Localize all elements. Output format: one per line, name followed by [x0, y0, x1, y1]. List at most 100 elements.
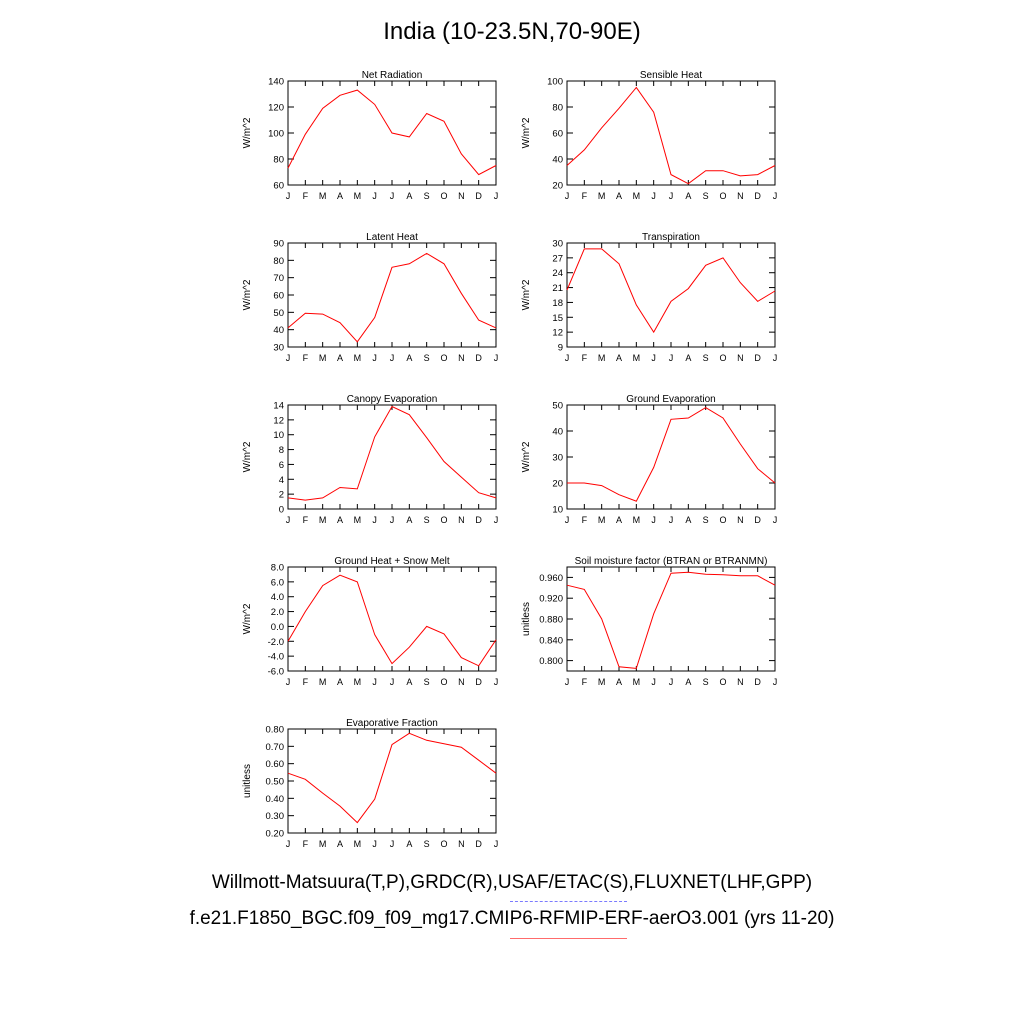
x-tick-label: A [406, 353, 412, 363]
x-tick-label: A [337, 677, 343, 687]
y-tick-label: 60 [273, 181, 284, 192]
x-tick-label: J [390, 839, 395, 849]
x-tick-label: M [633, 677, 641, 687]
x-tick-label: O [440, 353, 447, 363]
x-tick-label: J [286, 515, 291, 525]
x-tick-label: J [773, 515, 778, 525]
x-tick-label: N [737, 353, 744, 363]
x-tick-label: M [319, 677, 327, 687]
x-tick-label: J [286, 677, 291, 687]
x-tick-label: M [598, 677, 606, 687]
y-tick-label: 0.20 [266, 829, 285, 840]
x-tick-label: S [703, 191, 709, 201]
y-tick-label: 40 [552, 427, 563, 438]
x-tick-label: D [754, 191, 761, 201]
chart-title: Soil moisture factor (BTRAN or BTRANMN) [575, 556, 768, 567]
y-tick-label: 24 [552, 268, 563, 279]
x-tick-label: O [719, 353, 726, 363]
y-tick-label: 80 [552, 103, 563, 114]
chart-title: Latent Heat [366, 232, 418, 243]
y-tick-label: -4.0 [268, 652, 284, 663]
y-tick-label: 80 [273, 155, 284, 166]
x-tick-label: M [598, 515, 606, 525]
y-tick-label: 0.80 [266, 725, 285, 736]
x-tick-label: M [633, 515, 641, 525]
x-tick-label: F [303, 191, 309, 201]
y-tick-label: 4.0 [271, 592, 284, 603]
y-tick-label: 2.0 [271, 607, 284, 618]
x-tick-label: A [616, 515, 622, 525]
y-tick-label: 100 [547, 77, 563, 88]
y-tick-label: 6.0 [271, 577, 284, 588]
x-tick-label: O [440, 677, 447, 687]
y-tick-label: 50 [552, 401, 563, 412]
chart-title: Transpiration [642, 232, 700, 243]
x-tick-label: A [685, 353, 691, 363]
y-tick-label: 20 [552, 479, 563, 490]
x-tick-label: A [337, 839, 343, 849]
x-tick-label: M [633, 191, 641, 201]
x-tick-label: D [754, 353, 761, 363]
x-tick-label: J [651, 677, 656, 687]
x-tick-label: N [458, 353, 465, 363]
x-tick-label: M [354, 353, 362, 363]
x-tick-label: M [354, 515, 362, 525]
y-tick-label: 0.880 [539, 615, 563, 626]
y-tick-label: 0 [279, 505, 284, 516]
chart-title: Sensible Heat [640, 70, 702, 81]
x-tick-label: J [669, 677, 674, 687]
x-tick-label: O [440, 839, 447, 849]
y-tick-label: 18 [552, 298, 563, 309]
x-tick-label: J [773, 191, 778, 201]
y-tick-label: 30 [552, 239, 563, 250]
y-tick-label: 21 [552, 283, 563, 294]
plot-frame [287, 404, 497, 510]
x-tick-label: A [685, 677, 691, 687]
x-tick-label: J [651, 353, 656, 363]
y-tick-label: 0.50 [266, 777, 285, 788]
x-tick-label: A [337, 515, 343, 525]
y-tick-label: 0.800 [539, 656, 563, 667]
y-tick-label: 12 [552, 328, 563, 339]
observation-sources-caption: Willmott-Matsuura(T,P),GRDC(R),USAF/ETAC… [211, 872, 813, 893]
x-tick-label: J [651, 191, 656, 201]
model-series-line [567, 407, 776, 502]
y-tick-label: 40 [273, 325, 284, 336]
y-tick-label: 9 [558, 343, 563, 354]
x-tick-label: J [669, 353, 674, 363]
y-tick-label: 0.920 [539, 594, 563, 605]
x-tick-label: S [703, 515, 709, 525]
x-tick-label: J [286, 839, 291, 849]
y-tick-label: 70 [273, 273, 284, 284]
x-tick-label: M [319, 191, 327, 201]
x-tick-label: J [372, 353, 377, 363]
model-series-line [287, 574, 497, 667]
x-tick-label: J [390, 191, 395, 201]
y-tick-label: 0.40 [266, 794, 285, 805]
plot-frame [566, 242, 776, 348]
y-axis-label: W/m^2 [242, 603, 253, 634]
chart-title: Canopy Evaporation [347, 394, 438, 405]
y-tick-label: -6.0 [268, 667, 284, 678]
y-axis-label: unitless [521, 602, 532, 636]
y-tick-label: 60 [552, 129, 563, 140]
model-case-caption: f.e21.F1850_BGC.f09_f09_mg17.CMIP6-RFMIP… [189, 908, 835, 929]
y-axis-label: unitless [242, 764, 253, 798]
plot-frame [287, 566, 497, 672]
x-tick-label: D [475, 839, 482, 849]
y-tick-label: 140 [268, 77, 284, 88]
model-series-line [566, 86, 776, 185]
x-tick-label: S [703, 353, 709, 363]
x-tick-label: F [582, 515, 588, 525]
x-tick-label: A [337, 191, 343, 201]
model-series-line [287, 732, 497, 824]
x-tick-label: A [685, 515, 691, 525]
x-tick-label: M [598, 191, 606, 201]
x-tick-label: N [458, 839, 465, 849]
x-tick-label: J [565, 677, 570, 687]
x-tick-label: S [424, 515, 430, 525]
